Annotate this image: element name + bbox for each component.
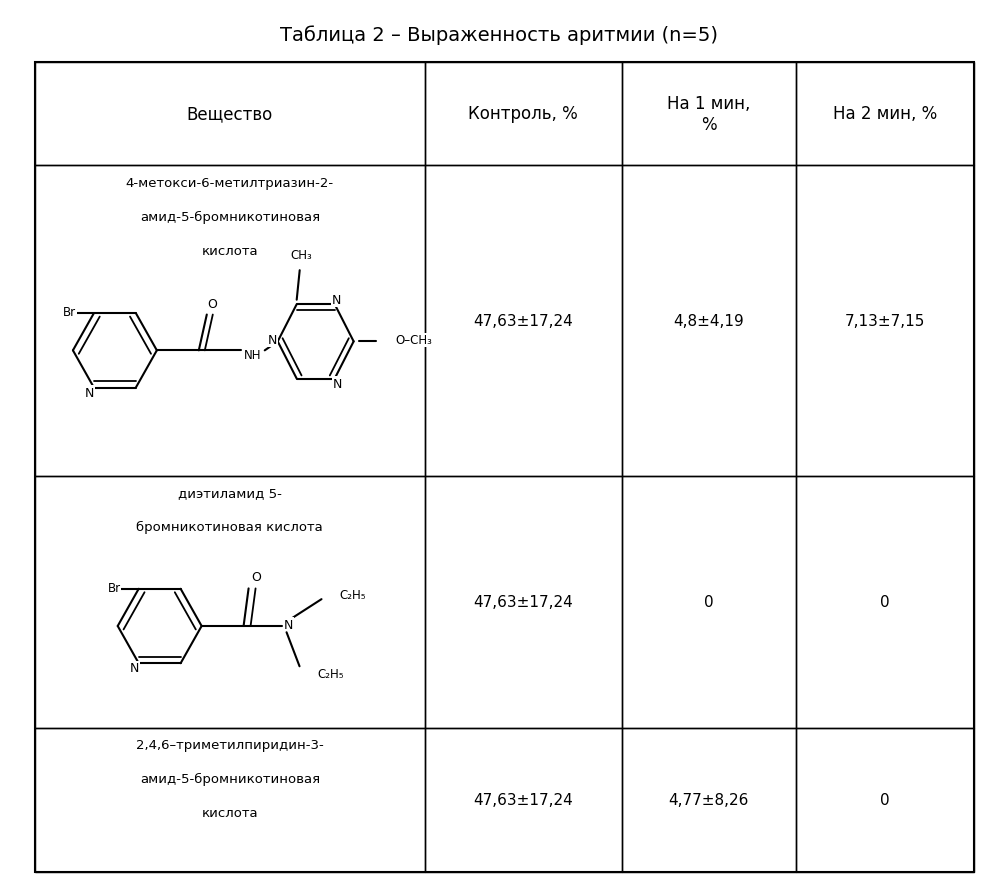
Text: Br: Br <box>108 581 121 594</box>
Text: 4,77±8,26: 4,77±8,26 <box>668 792 749 807</box>
Bar <box>35 728 425 872</box>
Text: N: N <box>332 294 342 307</box>
Text: 4-метокси-6-метилтриазин-2-: 4-метокси-6-метилтриазин-2- <box>126 177 334 190</box>
Text: 0: 0 <box>704 595 713 610</box>
Text: 47,63±17,24: 47,63±17,24 <box>474 314 573 328</box>
Text: 7,13±7,15: 7,13±7,15 <box>844 314 925 328</box>
Text: Br: Br <box>63 306 76 318</box>
Text: 2,4,6–триметилпиридин-3-: 2,4,6–триметилпиридин-3- <box>136 738 324 752</box>
Text: O–CH₃: O–CH₃ <box>396 333 433 347</box>
Text: 0: 0 <box>880 792 890 807</box>
Text: N: N <box>333 377 343 390</box>
Text: Таблица 2 – Выраженность аритмии (n=5): Таблица 2 – Выраженность аритмии (n=5) <box>281 25 718 45</box>
Bar <box>35 166 425 477</box>
Bar <box>425 63 621 166</box>
Text: Вещество: Вещество <box>187 105 273 123</box>
Text: 47,63±17,24: 47,63±17,24 <box>474 792 573 807</box>
Text: N: N <box>284 618 294 631</box>
Text: кислота: кислота <box>202 245 258 257</box>
Text: диэтиламид 5-: диэтиламид 5- <box>178 487 282 500</box>
Text: N: N <box>85 386 95 399</box>
Text: O: O <box>252 570 262 584</box>
Text: C₂H₅: C₂H₅ <box>318 667 344 680</box>
Bar <box>795 728 974 872</box>
Text: амид-5-бромникотиновая: амид-5-бромникотиновая <box>140 772 320 786</box>
Bar <box>425 728 621 872</box>
Text: N: N <box>268 333 278 347</box>
Text: N: N <box>130 662 140 674</box>
Text: NH: NH <box>244 349 262 362</box>
Bar <box>795 63 974 166</box>
Text: На 2 мин, %: На 2 мин, % <box>833 105 937 123</box>
Text: амид-5-бромникотиновая: амид-5-бромникотиновая <box>140 211 320 224</box>
Text: O: O <box>207 298 217 311</box>
Text: 0: 0 <box>880 595 890 610</box>
Text: 4,8±4,19: 4,8±4,19 <box>673 314 744 328</box>
Bar <box>425 166 621 477</box>
Bar <box>795 477 974 728</box>
Text: Контроль, %: Контроль, % <box>469 105 578 123</box>
Bar <box>425 477 621 728</box>
Text: C₂H₅: C₂H₅ <box>340 588 366 602</box>
Bar <box>621 166 795 477</box>
Text: кислота: кислота <box>202 806 258 820</box>
Bar <box>621 477 795 728</box>
Bar <box>35 63 425 166</box>
Text: CH₃: CH₃ <box>291 249 313 262</box>
Text: бромникотиновая кислота: бромникотиновая кислота <box>137 521 324 534</box>
Bar <box>621 728 795 872</box>
Bar <box>621 63 795 166</box>
Text: На 1 мин,
%: На 1 мин, % <box>667 95 750 133</box>
Text: 47,63±17,24: 47,63±17,24 <box>474 595 573 610</box>
Bar <box>35 477 425 728</box>
Bar <box>795 166 974 477</box>
